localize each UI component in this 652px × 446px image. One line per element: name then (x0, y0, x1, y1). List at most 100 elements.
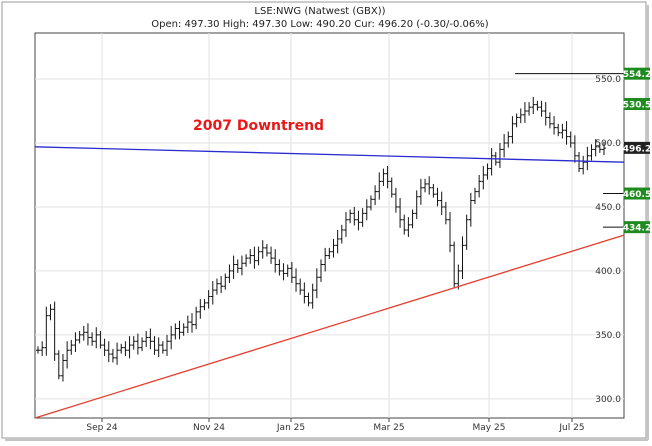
ohlc-bar (169, 325, 174, 350)
ohlc-bar (489, 148, 494, 176)
ohlc-bar (115, 342, 120, 365)
ohlc-bar (60, 354, 65, 382)
ohlc-bar (185, 315, 190, 333)
ohlc-bar (581, 155, 586, 175)
ohlc-bar (514, 113, 519, 128)
plot-area (34, 32, 625, 419)
ohlc-bar (106, 341, 111, 363)
ohlc-bar (468, 192, 473, 227)
ohlc-series (36, 96, 606, 382)
ohlc-bar (452, 241, 457, 288)
ohlc-bar (327, 247, 332, 260)
ohlc-bar (102, 338, 107, 356)
ohlc-bar (56, 350, 61, 380)
ohlc-bar (123, 341, 128, 356)
ohlc-bar (231, 255, 236, 279)
ohlc-bar (94, 327, 99, 349)
ohlc-bar (398, 198, 403, 228)
ohlc-bar (527, 102, 532, 116)
ohlc-bar (381, 168, 386, 186)
ohlc-bar (439, 191, 444, 216)
price-level-badge (624, 97, 650, 110)
price-level-label: 496.2 (623, 144, 651, 154)
y-tick-label: 450.0 (595, 203, 621, 213)
ohlc-bar (206, 290, 211, 309)
ohlc-bar (539, 100, 544, 117)
ohlc-bar (144, 331, 149, 348)
ohlc-bar (497, 143, 502, 168)
x-tick-label: Mar 25 (373, 423, 404, 433)
ohlc-bar (214, 278, 219, 295)
ohlc-bar (90, 332, 95, 346)
ohlc-bar (472, 187, 477, 205)
ohlc-bar (368, 195, 373, 211)
ohlc-bar (269, 246, 274, 264)
x-tick-label: Sep 24 (86, 423, 118, 433)
y-axis: 300.0 350.0 400.0 450.0 500.0 550.0 (595, 75, 621, 405)
ohlc-bar (481, 166, 486, 190)
ohlc-bar (385, 166, 390, 189)
price-level-label: 554.2 (623, 70, 651, 80)
ohlc-bar (219, 276, 224, 294)
ohlc-bar (314, 268, 319, 299)
ohlc-bar (181, 323, 186, 336)
ohlc-bar (556, 123, 561, 137)
ohlc-bar (277, 259, 282, 276)
ohlc-bar (414, 190, 419, 220)
y-tick-label: 300.0 (595, 395, 621, 405)
ohlc-bar (210, 281, 215, 305)
ohlc-bar (339, 224, 344, 244)
ohlc-bar (602, 141, 606, 156)
ohlc-bar (373, 185, 378, 206)
ohlc-bar (36, 346, 40, 354)
price-levels: 554.2 530.5 496.2 460.5 434.2 (515, 67, 651, 234)
ohlc-bar (477, 174, 482, 198)
ohlc-bar (331, 238, 336, 258)
ohlc-bar (298, 278, 303, 295)
price-level-badge (624, 67, 650, 80)
ohlc-bar (177, 320, 182, 340)
uptrend-line (34, 234, 625, 419)
chart-subtitle: Open: 497.30 High: 497.30 Low: 490.20 Cu… (151, 19, 488, 30)
ohlc-bar (393, 187, 398, 213)
ohlc-bar (410, 209, 415, 229)
ohlc-bar (252, 246, 257, 269)
ohlc-bar (281, 263, 286, 281)
ohlc-bar (522, 102, 527, 123)
ohlc-bar (431, 183, 436, 198)
ohlc-bar (165, 334, 170, 356)
ohlc-bar (310, 283, 315, 309)
ohlc-bar (306, 292, 311, 307)
ohlc-bar (85, 323, 90, 346)
ohlc-bar (460, 236, 465, 279)
gridlines (35, 33, 624, 418)
ohlc-bar (423, 178, 428, 193)
ohlc-bar (239, 255, 244, 276)
ohlc-bar (235, 259, 240, 273)
ohlc-bar (248, 249, 253, 264)
ohlc-bar (319, 259, 323, 282)
ohlc-bar (156, 337, 161, 358)
ohlc-bar (323, 247, 328, 272)
ohlc-bar (456, 264, 461, 290)
ohlc-bar (572, 135, 577, 163)
ohlc-bar (140, 337, 145, 352)
ohlc-bar (547, 112, 552, 129)
ohlc-bar (402, 214, 407, 235)
ohlc-bar (189, 313, 194, 333)
ohlc-bar (81, 325, 86, 341)
trendlines: 2007 Downtrend (34, 118, 625, 419)
ohlc-bar (518, 108, 523, 124)
ohlc-bar (119, 343, 124, 354)
ohlc-bar (131, 336, 136, 350)
ohlc-bar (435, 187, 440, 207)
ohlc-bar (160, 341, 165, 354)
ohlc-bar (148, 328, 153, 350)
chart-title: LSE:NWG (Natwest (GBX)) (254, 6, 385, 17)
trendline-label: 2007 Downtrend (193, 118, 324, 134)
x-tick-label: Nov 24 (193, 423, 225, 433)
ohlc-bar (244, 254, 249, 267)
ohlc-bar (302, 282, 307, 304)
